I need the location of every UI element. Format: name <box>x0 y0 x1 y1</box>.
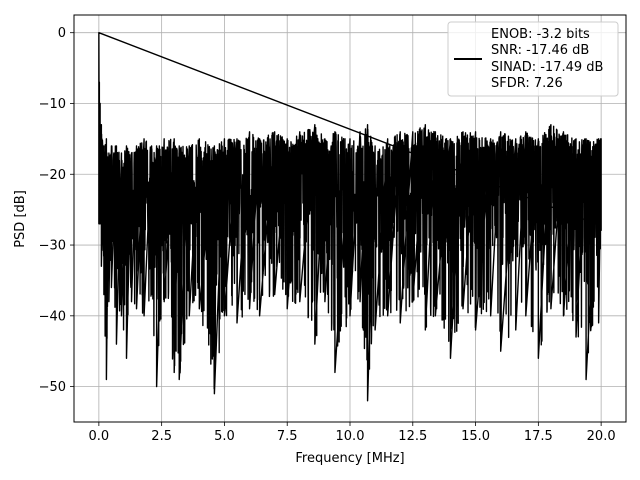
x-tick-label: 20.0 <box>587 429 616 444</box>
y-tick-label: −30 <box>39 239 66 254</box>
x-tick-label: 2.5 <box>151 429 172 444</box>
x-tick-label: 15.0 <box>461 429 490 444</box>
plot-data <box>98 32 602 402</box>
y-tick-label: −20 <box>39 168 66 183</box>
y-tick-label: −40 <box>39 309 66 324</box>
x-tick-label: 5.0 <box>214 429 235 444</box>
psd-series-line <box>98 32 602 402</box>
legend-entry-sfdr: SFDR: 7.26 <box>491 76 563 91</box>
x-tick-label: 7.5 <box>277 429 298 444</box>
x-axis-label: Frequency [MHz] <box>295 451 404 466</box>
x-tick-label: 17.5 <box>524 429 553 444</box>
legend-entry-sinad: SINAD: -17.49 dB <box>491 60 603 75</box>
y-tick-label: −10 <box>39 97 66 112</box>
x-tick-label: 0.0 <box>89 429 110 444</box>
x-tick-label: 12.5 <box>398 429 427 444</box>
legend-entry-enob: ENOB: -3.2 bits <box>491 27 590 42</box>
axis-ticks: 0.0 2.5 5.0 7.5 10.0 12.5 15.0 17.5 20.0 0 −10 −20 −… <box>39 26 616 444</box>
y-tick-label: −50 <box>39 380 66 395</box>
y-axis-label: PSD [dB] <box>13 190 28 248</box>
legend-entry-snr: SNR: -17.46 dB <box>491 43 589 58</box>
x-tick-label: 10.0 <box>336 429 365 444</box>
legend: ENOB: -3.2 bits SNR: -17.46 dB SINAD: -1… <box>447 21 619 97</box>
legend-box <box>447 21 619 97</box>
y-tick-label: 0 <box>58 26 66 41</box>
